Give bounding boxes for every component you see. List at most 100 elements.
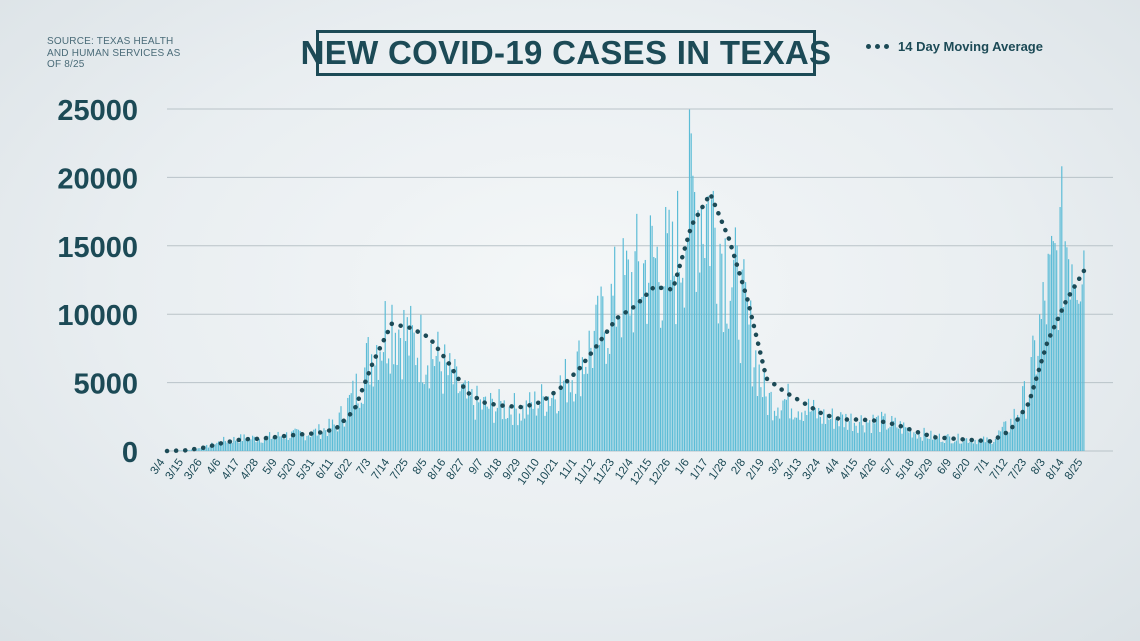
x-tick-label: 4/28 (238, 457, 261, 482)
daily-case-bar (338, 412, 340, 451)
daily-case-bar (736, 245, 738, 451)
daily-case-bar (709, 266, 711, 451)
daily-case-bar (478, 402, 480, 451)
daily-case-bar (573, 401, 575, 451)
daily-case-bar (507, 418, 509, 451)
daily-case-bar (699, 272, 701, 451)
daily-case-bar (704, 258, 706, 451)
x-tick-label: 7/25 (388, 457, 411, 482)
daily-case-bar (1062, 307, 1065, 451)
daily-case-bar (940, 441, 942, 451)
daily-case-bar (539, 404, 541, 451)
daily-case-bar (369, 384, 371, 451)
daily-case-bar (568, 383, 570, 451)
daily-case-bar (753, 367, 755, 451)
daily-case-bar (476, 385, 478, 451)
daily-case-bar (240, 434, 242, 451)
daily-case-bar (1015, 418, 1017, 451)
daily-case-bar (335, 426, 337, 451)
daily-case-bar (615, 326, 617, 451)
daily-case-bar (984, 442, 986, 451)
daily-case-bar (1079, 301, 1082, 451)
daily-case-bar (986, 437, 988, 451)
daily-case-bar (813, 399, 815, 451)
daily-case-bar (377, 379, 379, 451)
daily-case-bar (748, 324, 750, 451)
daily-case-bar (962, 441, 964, 451)
daily-case-bar (1076, 299, 1078, 451)
daily-case-bar (898, 428, 900, 451)
daily-case-bar (534, 391, 536, 451)
daily-case-bar (243, 434, 245, 451)
daily-case-bar (575, 393, 577, 451)
daily-case-bar (483, 397, 485, 451)
x-tick-label: 3/24 (800, 456, 823, 482)
daily-case-bar (1018, 417, 1020, 451)
daily-case-bar (529, 392, 531, 451)
daily-case-bar (648, 282, 650, 451)
daily-case-bar (554, 399, 556, 451)
daily-case-bar (977, 439, 980, 451)
daily-case-bar (915, 433, 917, 451)
daily-case-bar (393, 364, 395, 451)
daily-case-bar (1003, 421, 1005, 451)
daily-case-bar (790, 408, 793, 451)
daily-case-bar (763, 372, 765, 451)
daily-case-bar (836, 421, 838, 451)
daily-case-bar (603, 332, 606, 451)
daily-case-bar (889, 426, 891, 451)
daily-case-bar (308, 435, 310, 451)
daily-case-bar (297, 429, 300, 451)
daily-case-bar (231, 442, 233, 451)
daily-case-bar (979, 438, 981, 451)
daily-case-bar (802, 421, 804, 451)
daily-case-bar (258, 438, 260, 451)
y-tick-label: 0 (122, 437, 138, 469)
legend: 14 Day Moving Average (866, 37, 1043, 55)
daily-case-bar (350, 393, 352, 451)
daily-case-bar (913, 432, 915, 451)
daily-case-bar (462, 382, 464, 451)
daily-case-bar (435, 355, 437, 451)
daily-case-bar (512, 424, 514, 451)
daily-case-bar (323, 428, 325, 451)
daily-case-bar (342, 421, 344, 451)
daily-case-bar (236, 440, 238, 451)
daily-case-bar (1081, 284, 1083, 451)
daily-case-bar (588, 330, 590, 451)
daily-case-bar (950, 443, 952, 451)
daily-case-bar (1056, 250, 1058, 451)
daily-case-bar (656, 246, 658, 451)
daily-case-bar (675, 324, 677, 451)
daily-case-bar (359, 407, 361, 451)
daily-case-bar (712, 190, 714, 452)
daily-case-bar (643, 263, 645, 451)
daily-case-bar (484, 396, 487, 451)
daily-case-bar (221, 444, 223, 451)
daily-case-bar (966, 438, 968, 451)
daily-case-bar (398, 329, 400, 451)
daily-case-bar (882, 416, 884, 451)
daily-case-bar (768, 392, 770, 451)
daily-case-bar (325, 430, 327, 451)
daily-case-bar (998, 430, 1000, 451)
daily-case-bar (399, 338, 402, 451)
daily-case-bar (556, 413, 558, 451)
x-tick-label: 2/19 (744, 457, 767, 482)
daily-case-bar (238, 442, 240, 451)
daily-case-bar (811, 410, 813, 451)
daily-case-bar (294, 428, 296, 451)
daily-case-bar (887, 428, 889, 451)
daily-case-bar (739, 363, 742, 451)
daily-case-bar (1073, 283, 1075, 451)
daily-case-bar (935, 435, 937, 451)
daily-case-bar (199, 448, 201, 451)
daily-case-bar (938, 433, 940, 451)
daily-case-bar (445, 362, 447, 451)
daily-case-bar (345, 420, 347, 451)
daily-case-bar (728, 328, 730, 451)
daily-case-bar (592, 367, 594, 451)
daily-case-bar (330, 428, 332, 451)
daily-case-bar (609, 353, 611, 451)
